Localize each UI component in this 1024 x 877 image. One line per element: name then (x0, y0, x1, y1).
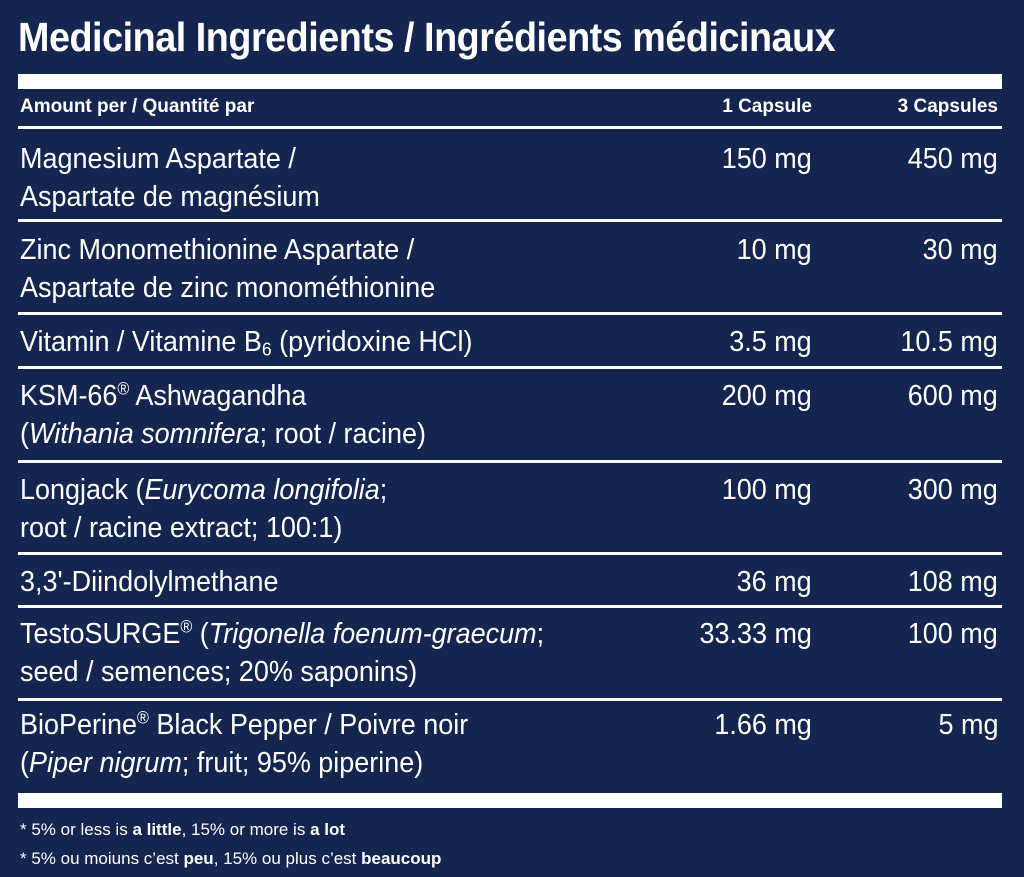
amount-per-label: Amount per / Quantité par (20, 96, 255, 117)
ingredient-name: 3,3'-Diindolylmethane (20, 566, 279, 598)
row-divider (18, 219, 1002, 222)
amount-1-capsule: 200 mg (722, 380, 812, 412)
panel-title: Medicinal Ingredients / Ingrédients médi… (18, 14, 836, 60)
registered-mark: ® (180, 616, 193, 637)
row-divider (18, 312, 1002, 315)
registered-mark: ® (136, 707, 149, 728)
row-divider (18, 460, 1002, 463)
amount-1-capsule: 100 mg (722, 474, 812, 506)
row-divider (18, 126, 1002, 129)
footnote-french: * 5% ou moiuns c’est peu, 15% ou plus c’… (20, 849, 442, 868)
column-header-row: Amount per / Quantité par 1 Capsule 3 Ca… (18, 96, 1002, 124)
ingredient-name: KSM-66® Ashwagandha (Withania somnifera;… (20, 378, 426, 450)
ingredient-name: Longjack (Eurycoma longifolia; root / ra… (20, 474, 388, 544)
amount-1-capsule: 10 mg (737, 234, 812, 266)
registered-mark: ® (117, 378, 130, 399)
amount-3-capsules: 300 mg (908, 474, 998, 506)
amount-1-capsule: 150 mg (722, 143, 812, 175)
ingredient-name: BioPerine® Black Pepper / Poivre noir (P… (20, 707, 469, 779)
ingredient-name: Vitamin / Vitamine B6 (pyridoxine HCl) (20, 326, 473, 360)
amount-3-capsules: 450 mg (908, 143, 998, 175)
row-divider (18, 698, 1002, 701)
column-1-capsule-header: 1 Capsule (722, 96, 812, 117)
amount-1-capsule: 33.33 mg (699, 618, 812, 650)
amount-3-capsules: 100 mg (908, 618, 998, 650)
footnotes: * 5% or less is a little, 15% or more is… (20, 815, 441, 873)
amount-3-capsules: 108 mg (908, 566, 998, 598)
ingredient-name: Zinc Monomethionine Aspartate / Aspartat… (20, 234, 436, 304)
row-divider (18, 366, 1002, 369)
row-divider (18, 552, 1002, 555)
amount-3-capsules: 600 mg (908, 380, 998, 412)
amount-1-capsule: 3.5 mg (729, 326, 812, 358)
amount-3-capsules: 30 mg (923, 234, 998, 266)
amount-3-capsules: 10.5 mg (900, 326, 998, 358)
ingredient-name: TestoSURGE® (Trigonella foenum-graecum; … (20, 616, 545, 688)
row-divider (18, 605, 1002, 608)
bottom-divider-bar (18, 793, 1002, 808)
amount-1-capsule: 36 mg (737, 566, 812, 598)
column-3-capsules-header: 3 Capsules (897, 96, 998, 117)
ingredient-name: Magnesium Aspartate / Aspartate de magné… (20, 143, 320, 213)
amount-1-capsule: 1.66 mg (714, 709, 812, 741)
footnote-english: * 5% or less is a little, 15% or more is… (20, 820, 346, 839)
top-divider-bar (18, 74, 1002, 89)
amount-3-capsules: 5 mg (938, 709, 998, 741)
